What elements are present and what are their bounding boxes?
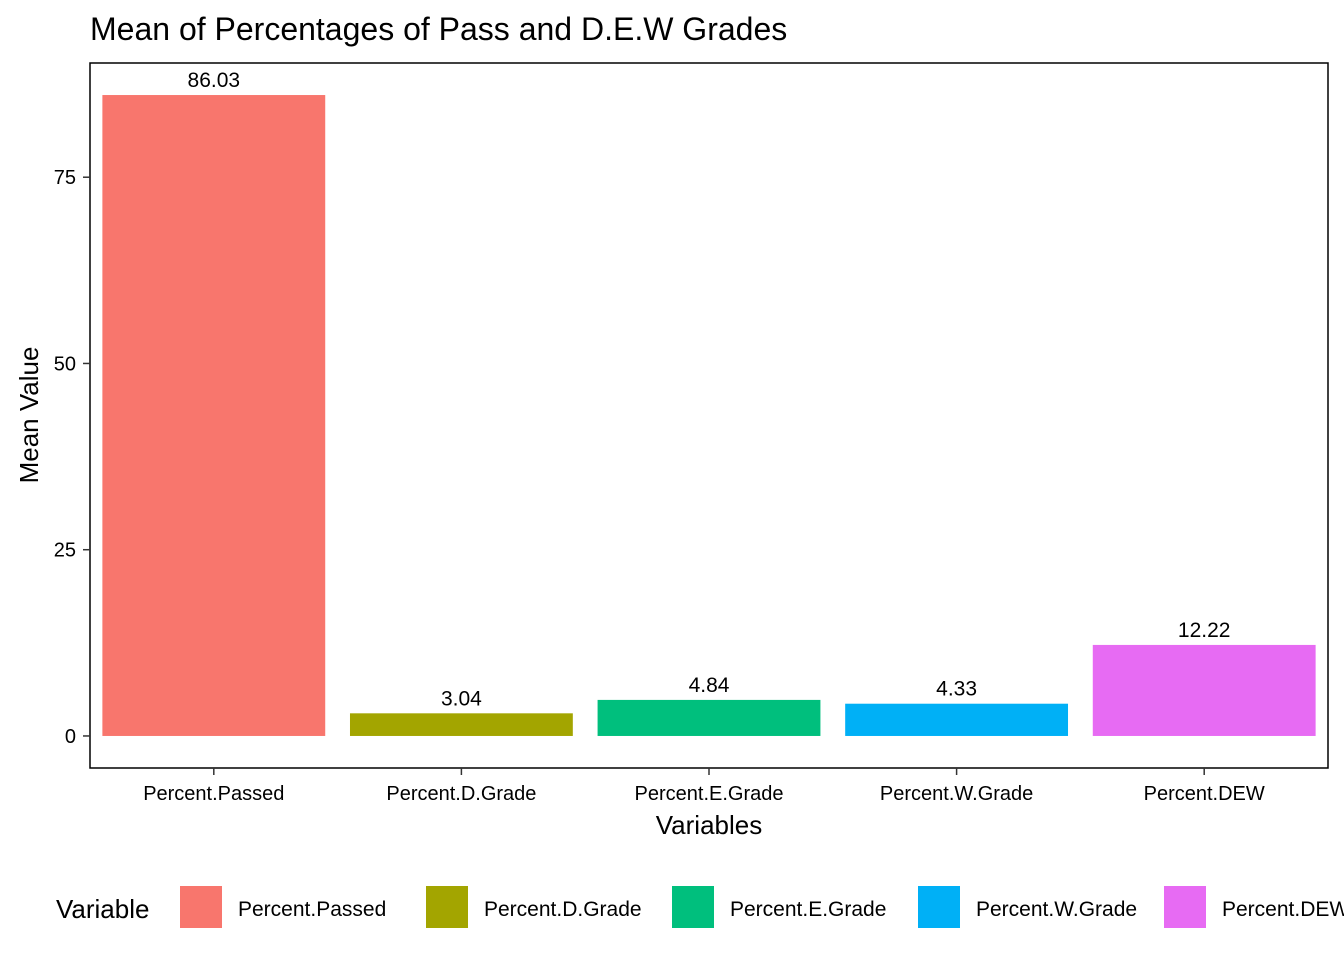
legend-label: Percent.DEW: [1222, 898, 1344, 921]
legend: Variable Percent.Passed Percent.D.Grade Pe…: [56, 886, 1344, 928]
data-label: 3.04: [441, 687, 482, 710]
legend-label: Percent.E.Grade: [730, 898, 886, 921]
y-axis-title: Mean Value: [14, 347, 44, 484]
legend-key-percent-dew: [1164, 886, 1206, 928]
legend-label: Percent.W.Grade: [976, 898, 1137, 921]
y-tick-label: 50: [54, 353, 76, 375]
data-label: 4.33: [936, 678, 977, 701]
x-tick-label: Percent.Passed: [143, 783, 284, 805]
legend-title: Variable: [56, 894, 149, 924]
plot-area: 86.03 3.04 4.84 4.33 12.22: [89, 62, 1329, 769]
legend-items: Percent.Passed Percent.D.Grade Percent.E.G…: [180, 886, 1344, 928]
y-axis: 0 25 50 75: [54, 167, 90, 748]
data-labels: 86.03 3.04 4.84 4.33 12.22: [188, 69, 1231, 710]
bar-percent-e-grade: [597, 699, 821, 736]
data-label: 86.03: [188, 69, 241, 92]
legend-key-percent-passed: [180, 886, 222, 928]
legend-key-percent-w-grade: [918, 886, 960, 928]
y-tick-label: 0: [65, 726, 76, 748]
x-tick-label: Percent.E.Grade: [635, 783, 784, 805]
x-axis-title: Variables: [656, 810, 762, 840]
bars: [102, 95, 1316, 736]
data-label: 12.22: [1178, 619, 1231, 642]
data-label: 4.84: [689, 674, 730, 697]
x-tick-label: Percent.W.Grade: [880, 783, 1033, 805]
x-tick-label: Percent.D.Grade: [386, 783, 536, 805]
x-tick-label: Percent.DEW: [1144, 783, 1265, 805]
legend-label: Percent.D.Grade: [484, 898, 642, 921]
y-tick-label: 25: [54, 540, 76, 562]
y-tick-label: 75: [54, 167, 76, 189]
bar-percent-w-grade: [845, 703, 1069, 736]
legend-key-percent-d-grade: [426, 886, 468, 928]
bar-percent-d-grade: [349, 713, 573, 736]
legend-key-percent-e-grade: [672, 886, 714, 928]
chart-title: Mean of Percentages of Pass and D.E.W Gr…: [90, 11, 787, 47]
bar-percent-passed: [102, 95, 326, 736]
bar-percent-dew: [1092, 644, 1316, 736]
legend-label: Percent.Passed: [238, 898, 386, 921]
x-axis: Percent.Passed Percent.D.Grade Percent.E.G…: [143, 768, 1265, 805]
